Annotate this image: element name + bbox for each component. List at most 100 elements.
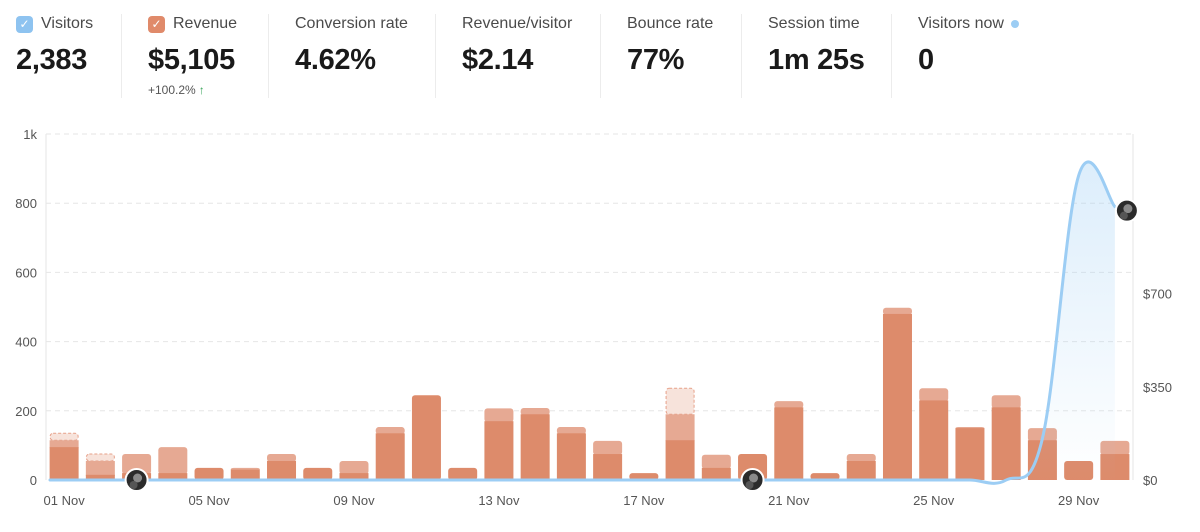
revenue-checkbox-icon[interactable]: ✓ — [148, 15, 165, 33]
revenue-visitors-chart[interactable]: 0 200 400 600 800 1k $0 $350 $700 01 Nov 05 Nov 09 … — [0, 120, 1200, 520]
metric-visitors-now-label: Visitors now — [918, 15, 1019, 33]
bar-primary — [593, 454, 623, 480]
avatar-head — [749, 473, 759, 483]
bar-group — [194, 467, 224, 480]
bar-group — [556, 427, 586, 480]
x-tick-label: 29 Nov — [1058, 493, 1100, 508]
bar-secondary — [701, 454, 731, 469]
x-tick-label: 01 Nov — [44, 493, 86, 508]
bar-pending — [85, 453, 115, 462]
bar-secondary — [991, 395, 1021, 409]
bar-group — [267, 454, 297, 480]
metric-bounce-rate-value: 77% — [627, 44, 685, 76]
metric-session-time-label: Session time — [768, 15, 860, 32]
bar-secondary — [882, 307, 912, 315]
y2-tick-label: $350 — [1143, 380, 1172, 395]
y-tick-label: 200 — [15, 404, 37, 419]
y-tick-label: 400 — [15, 335, 37, 350]
bar-group — [158, 447, 188, 480]
metric-session-time-value: 1m 25s — [768, 44, 865, 76]
x-tick-label: 25 Nov — [913, 493, 955, 508]
bar-group — [629, 473, 659, 480]
metric-revenue-value: $5,105 — [148, 44, 235, 76]
x-tick-label: 21 Nov — [768, 493, 810, 508]
bar-primary — [49, 447, 79, 480]
bar-secondary — [556, 427, 586, 435]
y2-tick-label: $700 — [1143, 287, 1172, 302]
bar-group — [955, 427, 985, 480]
bar-secondary — [85, 460, 115, 476]
metric-visitors-label[interactable]: ✓ Visitors — [16, 15, 93, 33]
bar-secondary — [267, 454, 297, 462]
bar-primary — [85, 474, 115, 480]
avatar-marker — [1114, 198, 1139, 223]
avatar-head — [133, 473, 143, 483]
revenue-change: +100.2% ↑ — [148, 83, 205, 97]
bar-group — [846, 454, 876, 480]
bar-secondary — [484, 408, 514, 423]
bar-group — [774, 401, 804, 480]
y-tick-label: 0 — [30, 473, 37, 488]
bar-primary — [520, 414, 550, 480]
arrow-up-icon: ↑ — [198, 83, 205, 97]
bar-primary — [955, 428, 985, 480]
bar-group — [230, 467, 260, 480]
bar-secondary — [846, 454, 876, 462]
visitors-checkbox-icon[interactable]: ✓ — [16, 15, 33, 33]
bar-primary — [375, 433, 405, 480]
bar-primary — [629, 473, 659, 480]
bar-secondary — [49, 440, 79, 449]
bar-group — [448, 467, 478, 480]
bar-primary — [303, 467, 333, 480]
bar-secondary — [339, 460, 369, 475]
bar-primary — [194, 467, 224, 480]
bar-group — [411, 395, 441, 480]
divider — [891, 14, 892, 98]
metric-conversion-rate-label: Conversion rate — [295, 15, 408, 32]
bar-group — [701, 454, 731, 480]
x-tick-label: 17 Nov — [623, 493, 665, 508]
metrics-bar: ✓ Visitors 2,383 ✓ Revenue $5,105 +100.2… — [0, 0, 1200, 100]
y2-tick-label: $0 — [1143, 473, 1157, 488]
bar-primary — [230, 469, 260, 480]
metric-revenue-label[interactable]: ✓ Revenue — [148, 15, 237, 33]
bar-group — [593, 440, 623, 480]
bar-group — [85, 453, 115, 480]
metric-revenue-per-visitor-value: $2.14 — [462, 44, 534, 76]
bar-primary — [919, 400, 949, 480]
y-tick-label: 800 — [15, 196, 37, 211]
bar-secondary — [593, 440, 623, 456]
avatar-shoulder — [745, 481, 754, 489]
bar-secondary — [665, 414, 695, 442]
avatar-head — [1123, 204, 1133, 214]
divider — [268, 14, 269, 98]
bar-pending — [665, 387, 695, 415]
avatar-marker — [124, 468, 149, 492]
live-indicator-icon — [1010, 20, 1019, 28]
avatar-shoulder — [129, 481, 138, 489]
revenue-change-text: +100.2% — [148, 83, 196, 97]
bar-group — [810, 473, 840, 480]
avatar-marker — [740, 468, 765, 492]
metric-revenue-per-visitor-label: Revenue/visitor — [462, 15, 573, 32]
visitors-line — [48, 160, 1117, 485]
bar-primary — [411, 395, 441, 480]
bar-primary — [846, 460, 876, 480]
metric-conversion-rate-value: 4.62% — [295, 44, 376, 76]
x-tick-label: 13 Nov — [478, 493, 520, 508]
bar-primary — [665, 440, 695, 480]
bar-primary — [991, 407, 1021, 480]
visitors-now-label-text: Visitors now — [918, 15, 1004, 32]
bar-group — [303, 467, 333, 480]
metric-visitors-now-value: 0 — [918, 44, 934, 76]
divider — [600, 14, 601, 98]
bar-group — [991, 395, 1021, 480]
bar-primary — [556, 433, 586, 480]
bar-primary — [882, 313, 912, 480]
x-tick-label: 05 Nov — [188, 493, 230, 508]
revenue-label-text: Revenue — [173, 15, 238, 32]
bar-pending — [49, 432, 79, 441]
bar-primary — [701, 467, 731, 480]
visitors-label-text: Visitors — [41, 15, 94, 32]
bar-primary — [267, 460, 297, 480]
